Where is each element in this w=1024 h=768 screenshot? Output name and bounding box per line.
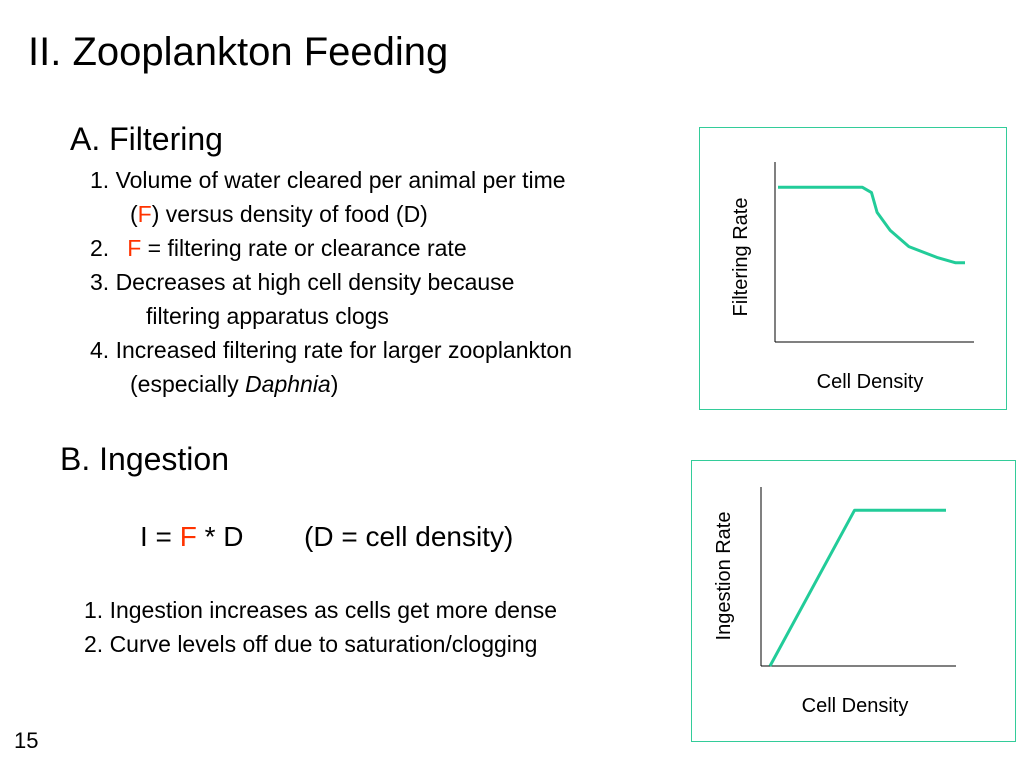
filtering-rate-chart: Filtering Rate Cell Density: [730, 162, 974, 393]
item-2-rest: = filtering rate or clearance rate: [141, 235, 467, 261]
item-2-number: 2.: [90, 235, 110, 261]
item-4-pre: (especially: [130, 371, 246, 397]
filtering-item-4-line-1: 4. Increased filtering rate for larger z…: [90, 337, 572, 363]
x-axis-label: Cell Density: [817, 371, 924, 393]
filtering-rate-line: [778, 185, 965, 265]
formula-post: * D: [196, 521, 244, 552]
item-1-rest: ) versus density of food (D): [151, 201, 428, 227]
ingestion-heading: B. Ingestion: [60, 441, 229, 477]
filtering-item-4-line-2: (especially Daphnia): [130, 370, 338, 398]
paren-open: (: [130, 201, 138, 227]
ingestion-rate-line: [768, 508, 946, 667]
filtering-item-1-line-2: (F) versus density of food (D): [130, 200, 428, 228]
f-symbol: F: [179, 521, 197, 552]
f-symbol: F: [137, 201, 152, 227]
formula-pre: I =: [140, 521, 180, 552]
filtering-item-1-line-1: 1. Volume of water cleared per animal pe…: [90, 167, 566, 193]
x-axis-label: Cell Density: [802, 695, 909, 717]
slide-title: II. Zooplankton Feeding: [28, 30, 449, 74]
ingestion-item-1: 1. Ingestion increases as cells get more…: [84, 597, 558, 623]
daphnia-italic: Daphnia: [245, 371, 331, 397]
ingestion-chart-panel: Ingestion Rate Cell Density: [691, 460, 1016, 742]
f-symbol: F: [127, 235, 142, 261]
slide-number: 15: [14, 728, 39, 753]
filtering-item-3-line-1: 3. Decreases at high cell density becaus…: [90, 269, 515, 295]
filtering-heading: A. Filtering: [70, 121, 223, 157]
ingestion-formula: I = F * D: [140, 520, 244, 554]
ingestion-item-2: 2. Curve levels off due to saturation/cl…: [84, 631, 538, 657]
ingestion-rate-chart: Ingestion Rate Cell Density: [713, 487, 956, 717]
y-axis-label: Filtering Rate: [730, 198, 752, 317]
formula-note: (D = cell density): [304, 521, 514, 552]
filtering-item-3-line-2: filtering apparatus clogs: [146, 303, 389, 329]
filtering-item-2: 2. F = filtering rate or clearance rate: [90, 234, 467, 262]
item-4-post: ): [330, 371, 339, 397]
y-axis-label: Ingestion Rate: [713, 512, 735, 641]
filtering-chart-panel: Filtering Rate Cell Density: [699, 127, 1007, 410]
